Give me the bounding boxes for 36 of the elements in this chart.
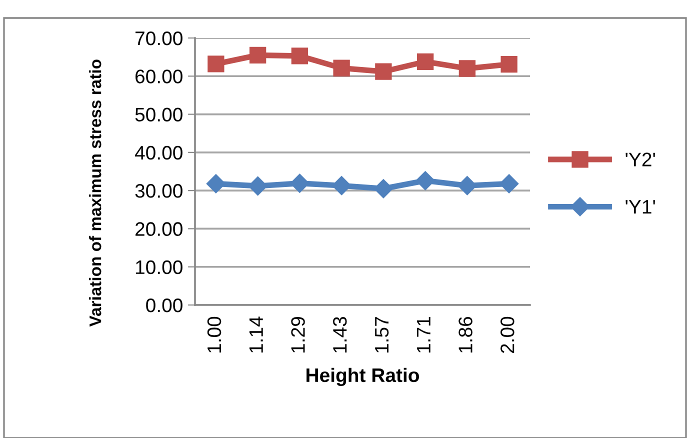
x-tick-label: 1.00	[207, 316, 222, 352]
y-tick-label: 10.00	[136, 260, 182, 274]
legend-label: 'Υ2'	[626, 152, 655, 166]
x-tick-label: 1.71	[416, 317, 430, 352]
point	[248, 176, 268, 196]
x-tick-label: 1.57	[375, 317, 389, 352]
x-axis-title: Height Ratio	[306, 368, 419, 386]
y-tick-label: 30.00	[135, 184, 182, 198]
point	[208, 56, 224, 72]
point	[290, 174, 310, 193]
point	[416, 171, 435, 190]
point	[291, 48, 308, 64]
x-tick-label: 1.43	[333, 316, 347, 352]
y-tick-label: 40.00	[134, 146, 182, 160]
y-tick-label: 0.00	[146, 298, 182, 312]
y-tick-label: 60.00	[136, 70, 182, 84]
point	[374, 179, 393, 198]
point	[249, 46, 266, 64]
legend-label: 'Υ1'	[626, 200, 655, 214]
point	[332, 176, 352, 196]
point	[500, 56, 518, 73]
y-tick-label: 50.00	[135, 108, 182, 122]
point	[500, 174, 519, 194]
point	[206, 174, 226, 194]
point	[375, 63, 392, 80]
y-tick-label: 70.00	[136, 31, 182, 46]
x-tick-label: 1.86	[458, 316, 472, 352]
x-tick-label: 1.14	[249, 316, 263, 352]
point	[458, 60, 476, 77]
x-tick-label: 2.00	[500, 316, 514, 353]
point	[416, 53, 434, 70]
point	[458, 176, 477, 196]
x-tick-label: 1.29	[291, 317, 305, 352]
y-tick-label: 20.00	[136, 222, 182, 236]
point	[333, 60, 350, 76]
y-axis-title: Variation of maximum stress ratio	[89, 60, 102, 327]
